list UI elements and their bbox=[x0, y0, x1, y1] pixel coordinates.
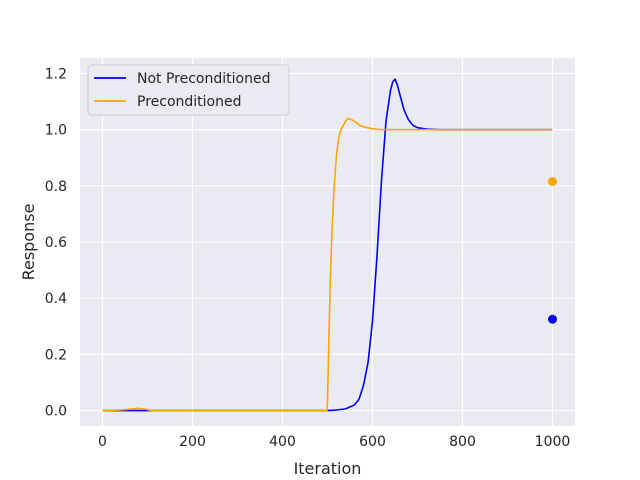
y-tick-label: 1.2 bbox=[45, 66, 67, 82]
y-tick-label: 0.4 bbox=[45, 291, 67, 307]
series-lines bbox=[102, 78, 553, 412]
legend-label-1: Not Preconditioned bbox=[137, 71, 270, 87]
x-tick-label: 200 bbox=[179, 434, 206, 450]
x-tick-label: 400 bbox=[269, 434, 296, 450]
data-point-2 bbox=[548, 314, 557, 324]
legend-box bbox=[87, 64, 290, 116]
data-point-1 bbox=[548, 177, 557, 187]
x-tick-label: 800 bbox=[449, 434, 476, 450]
grid bbox=[80, 58, 575, 426]
y-tick-label: 0.6 bbox=[45, 235, 67, 251]
legend-label-2: Preconditioned bbox=[137, 94, 242, 110]
y-axis-label: Response bbox=[19, 204, 38, 281]
series-line-2 bbox=[102, 117, 553, 412]
y-tick-label: 1.0 bbox=[45, 123, 67, 139]
legend: Not Preconditioned Preconditioned bbox=[87, 64, 290, 116]
x-tick-labels: 0 200 400 600 800 1000 bbox=[98, 434, 570, 450]
x-tick-label: 1000 bbox=[535, 434, 571, 450]
x-tick-label: 0 bbox=[98, 434, 107, 450]
x-axis-label: Iteration bbox=[294, 459, 362, 478]
y-tick-labels: 0.0 0.2 0.4 0.6 0.8 1.0 1.2 bbox=[45, 66, 67, 419]
y-tick-label: 0.2 bbox=[45, 347, 67, 363]
y-tick-label: 0.8 bbox=[45, 179, 67, 195]
x-tick-label: 600 bbox=[359, 434, 386, 450]
y-tick-label: 0.0 bbox=[45, 404, 67, 420]
data-points bbox=[548, 177, 557, 324]
